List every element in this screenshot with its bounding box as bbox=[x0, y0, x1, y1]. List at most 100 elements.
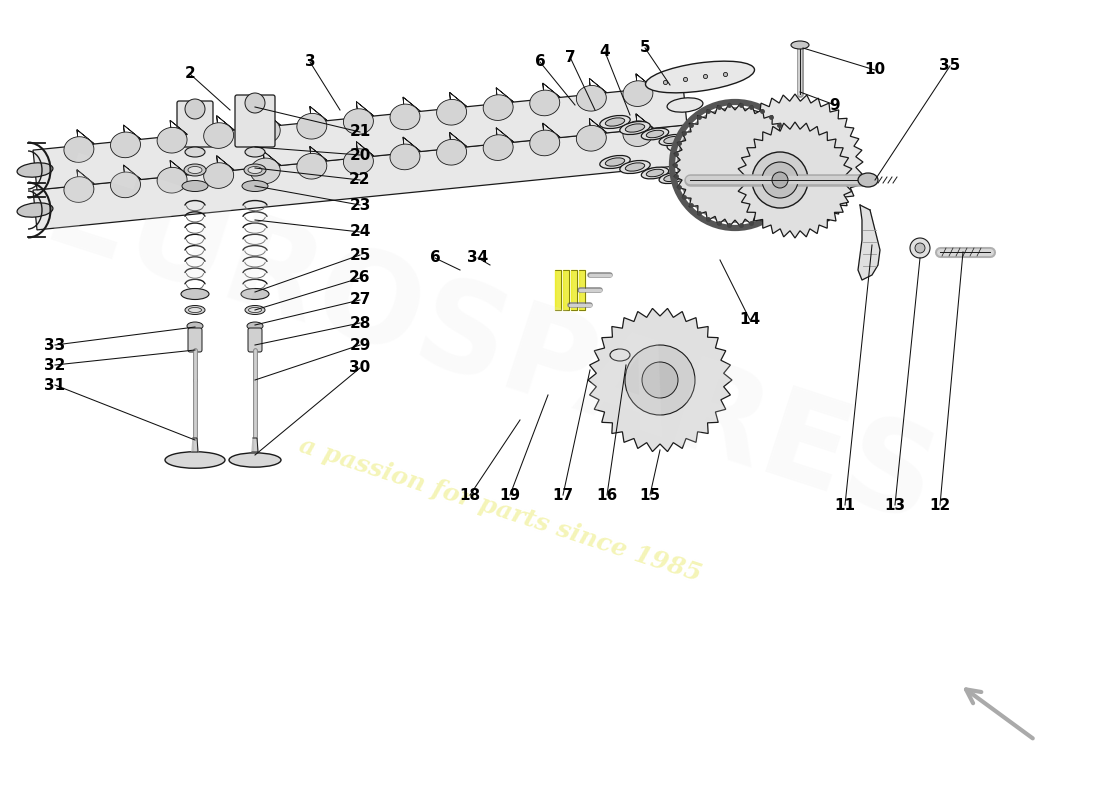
Text: 9: 9 bbox=[829, 98, 840, 113]
Ellipse shape bbox=[110, 132, 141, 158]
Ellipse shape bbox=[667, 98, 703, 112]
Text: 29: 29 bbox=[350, 338, 371, 353]
Polygon shape bbox=[310, 106, 327, 122]
Text: 4: 4 bbox=[600, 45, 610, 59]
Text: 31: 31 bbox=[44, 378, 66, 393]
Ellipse shape bbox=[343, 149, 373, 174]
Ellipse shape bbox=[245, 147, 265, 157]
Ellipse shape bbox=[623, 81, 653, 106]
Ellipse shape bbox=[483, 94, 513, 121]
Text: 24: 24 bbox=[350, 225, 371, 239]
Text: 21: 21 bbox=[350, 125, 371, 139]
Ellipse shape bbox=[182, 181, 208, 191]
Circle shape bbox=[625, 345, 695, 415]
Polygon shape bbox=[571, 270, 578, 310]
Ellipse shape bbox=[182, 289, 209, 299]
Text: 14: 14 bbox=[739, 313, 760, 327]
Ellipse shape bbox=[623, 121, 653, 146]
Ellipse shape bbox=[297, 114, 327, 139]
Polygon shape bbox=[496, 88, 514, 104]
Polygon shape bbox=[727, 94, 864, 230]
Text: 16: 16 bbox=[596, 487, 617, 502]
Ellipse shape bbox=[64, 177, 94, 202]
Text: EUROSPARES: EUROSPARES bbox=[30, 149, 950, 551]
Ellipse shape bbox=[241, 289, 270, 299]
Polygon shape bbox=[636, 74, 653, 90]
Polygon shape bbox=[170, 120, 187, 136]
Polygon shape bbox=[590, 78, 607, 94]
Ellipse shape bbox=[244, 164, 266, 176]
Text: 33: 33 bbox=[44, 338, 66, 353]
Ellipse shape bbox=[157, 127, 187, 153]
Text: 11: 11 bbox=[835, 498, 856, 513]
Text: 28: 28 bbox=[350, 315, 371, 330]
Ellipse shape bbox=[858, 173, 878, 187]
Polygon shape bbox=[123, 125, 141, 141]
Polygon shape bbox=[450, 92, 466, 108]
Polygon shape bbox=[77, 170, 95, 186]
Polygon shape bbox=[636, 114, 653, 130]
Ellipse shape bbox=[204, 122, 233, 148]
Circle shape bbox=[245, 93, 265, 113]
Polygon shape bbox=[192, 438, 198, 452]
Ellipse shape bbox=[647, 170, 663, 177]
Ellipse shape bbox=[576, 126, 606, 151]
FancyBboxPatch shape bbox=[248, 328, 262, 352]
Ellipse shape bbox=[483, 134, 513, 161]
Circle shape bbox=[752, 152, 808, 208]
Circle shape bbox=[772, 172, 788, 188]
Polygon shape bbox=[123, 165, 141, 181]
Polygon shape bbox=[858, 205, 880, 280]
Circle shape bbox=[642, 362, 678, 398]
Ellipse shape bbox=[251, 118, 280, 144]
Ellipse shape bbox=[251, 158, 280, 184]
Ellipse shape bbox=[610, 349, 630, 361]
Polygon shape bbox=[252, 438, 258, 452]
Polygon shape bbox=[33, 125, 688, 230]
Ellipse shape bbox=[647, 130, 663, 138]
FancyBboxPatch shape bbox=[177, 101, 213, 147]
Ellipse shape bbox=[229, 453, 280, 467]
Polygon shape bbox=[33, 85, 688, 190]
Ellipse shape bbox=[641, 167, 669, 179]
Ellipse shape bbox=[188, 307, 201, 313]
Text: 6: 6 bbox=[430, 250, 440, 266]
Ellipse shape bbox=[390, 104, 420, 130]
Circle shape bbox=[910, 238, 930, 258]
Text: 2: 2 bbox=[185, 66, 196, 82]
Text: 18: 18 bbox=[460, 487, 481, 502]
Ellipse shape bbox=[646, 61, 755, 93]
Ellipse shape bbox=[641, 128, 669, 140]
Ellipse shape bbox=[184, 164, 206, 176]
Ellipse shape bbox=[530, 130, 560, 156]
Text: 15: 15 bbox=[639, 487, 661, 502]
Text: a passion for parts since 1985: a passion for parts since 1985 bbox=[296, 434, 704, 586]
Ellipse shape bbox=[600, 115, 630, 129]
Ellipse shape bbox=[600, 155, 630, 169]
Polygon shape bbox=[563, 270, 569, 310]
Ellipse shape bbox=[659, 134, 685, 146]
Ellipse shape bbox=[187, 322, 204, 330]
Text: 19: 19 bbox=[499, 487, 520, 502]
Ellipse shape bbox=[791, 41, 808, 49]
Ellipse shape bbox=[530, 90, 560, 116]
Text: 6: 6 bbox=[535, 54, 546, 70]
Polygon shape bbox=[217, 116, 234, 131]
Ellipse shape bbox=[619, 161, 650, 174]
Text: 5: 5 bbox=[640, 41, 650, 55]
Ellipse shape bbox=[165, 452, 226, 468]
Circle shape bbox=[185, 99, 205, 119]
Polygon shape bbox=[542, 83, 560, 99]
Polygon shape bbox=[579, 270, 585, 310]
Polygon shape bbox=[217, 156, 234, 171]
Text: 26: 26 bbox=[350, 270, 371, 286]
Polygon shape bbox=[590, 118, 607, 134]
Ellipse shape bbox=[625, 163, 645, 171]
Text: 12: 12 bbox=[930, 498, 950, 513]
Text: 13: 13 bbox=[884, 498, 905, 513]
Text: 27: 27 bbox=[350, 293, 371, 307]
Ellipse shape bbox=[437, 139, 466, 165]
Ellipse shape bbox=[297, 154, 327, 179]
Ellipse shape bbox=[245, 306, 265, 314]
Text: 7: 7 bbox=[564, 50, 575, 65]
